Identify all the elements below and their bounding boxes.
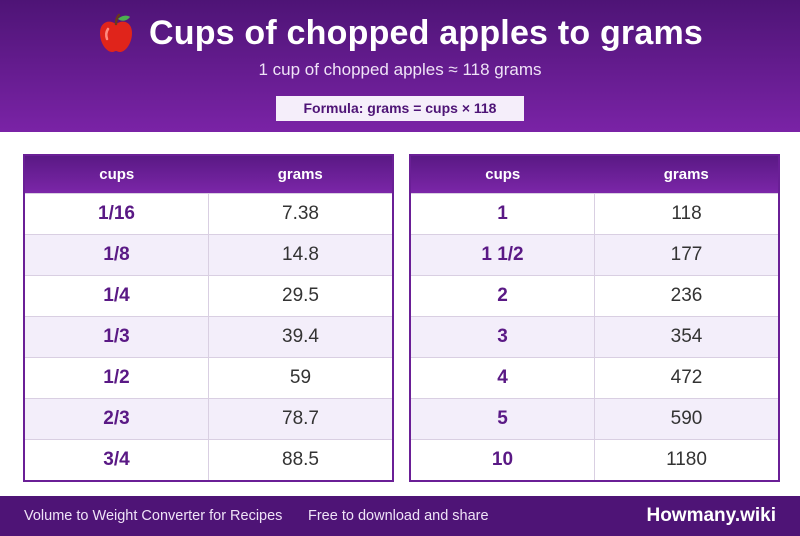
grams-cell: 354 — [670, 326, 703, 347]
page-title: Cups of chopped apples to grams — [148, 13, 704, 52]
table-row: 1/2 59 — [25, 357, 392, 398]
grams-cell: 118 — [671, 203, 702, 224]
grams-cell: 14.8 — [282, 244, 319, 265]
table-row: 1 118 — [411, 193, 778, 234]
table-header: cups grams — [25, 156, 392, 193]
footer-share-note: Free to download and share — [308, 508, 489, 524]
table-header: cups grams — [411, 156, 778, 193]
table-row: 1 1/2 177 — [411, 234, 778, 275]
table-row: 1/3 39.4 — [25, 316, 392, 357]
cups-cell: 1/16 — [25, 194, 209, 234]
header-cups: cups — [485, 166, 521, 183]
grams-cell: 7.38 — [282, 203, 319, 224]
cups-cell: 3/4 — [25, 440, 209, 480]
table-row: 3 354 — [411, 316, 778, 357]
formula-badge: Formula: grams = cups × 118 — [276, 96, 524, 121]
title-row: Cups of chopped apples to grams — [0, 13, 800, 53]
table-row: 1/16 7.38 — [25, 193, 392, 234]
grams-cell: 472 — [670, 367, 703, 388]
cups-cell: 5 — [411, 399, 595, 439]
footer-tagline: Volume to Weight Converter for Recipes — [24, 508, 283, 524]
apple-icon — [97, 13, 135, 53]
footer-bar: Volume to Weight Converter for Recipes F… — [0, 496, 800, 536]
cups-cell: 1/8 — [25, 235, 209, 275]
table-row: 1/4 29.5 — [25, 275, 392, 316]
cups-cell: 4 — [411, 358, 595, 398]
brand-logo[interactable]: Howmany.wiki — [646, 505, 776, 526]
table-row: 5 590 — [411, 398, 778, 439]
grams-cell: 78.7 — [282, 408, 319, 429]
grams-cell: 177 — [670, 244, 703, 265]
table-row: 10 1180 — [411, 439, 778, 480]
header-banner: Cups of chopped apples to grams 1 cup of… — [0, 0, 800, 132]
header-cups: cups — [99, 166, 135, 183]
cups-cell: 3 — [411, 317, 595, 357]
grams-cell: 590 — [670, 408, 703, 429]
conversion-table-left: cups grams 1/16 7.38 1/8 14.8 1/4 29.5 1… — [23, 154, 394, 482]
table-row: 4 472 — [411, 357, 778, 398]
cups-cell: 2 — [411, 276, 595, 316]
grams-cell: 39.4 — [282, 326, 319, 347]
grams-cell: 1180 — [666, 449, 707, 470]
cups-cell: 1 — [411, 194, 595, 234]
cups-cell: 1/4 — [25, 276, 209, 316]
cups-cell: 2/3 — [25, 399, 209, 439]
table-row: 1/8 14.8 — [25, 234, 392, 275]
grams-cell: 236 — [670, 285, 703, 306]
grams-cell: 88.5 — [282, 449, 319, 470]
table-row: 2/3 78.7 — [25, 398, 392, 439]
grams-cell: 29.5 — [282, 285, 319, 306]
grams-cell: 59 — [289, 367, 312, 388]
subtitle: 1 cup of chopped apples ≈ 118 grams — [258, 60, 542, 79]
conversion-table-right: cups grams 1 118 1 1/2 177 2 236 3 354 4… — [409, 154, 780, 482]
cups-cell: 1 1/2 — [411, 235, 595, 275]
cups-cell: 1/3 — [25, 317, 209, 357]
table-row: 2 236 — [411, 275, 778, 316]
header-grams: grams — [277, 166, 323, 183]
header-grams: grams — [663, 166, 709, 183]
cups-cell: 1/2 — [25, 358, 209, 398]
cups-cell: 10 — [411, 440, 595, 480]
table-row: 3/4 88.5 — [25, 439, 392, 480]
